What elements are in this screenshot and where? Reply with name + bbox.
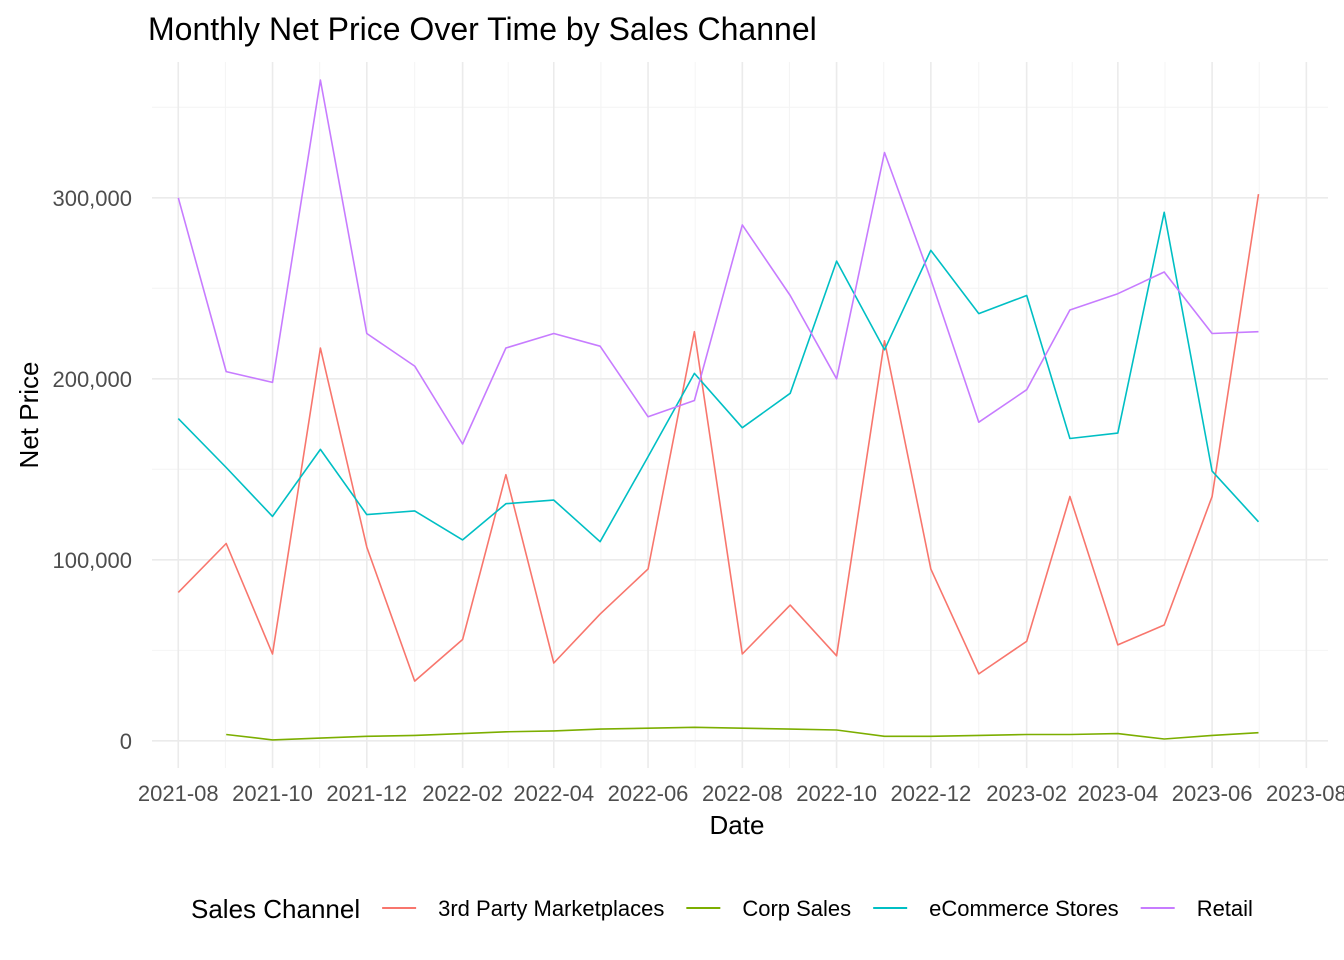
legend-label: 3rd Party Marketplaces — [438, 896, 664, 921]
series-line — [177, 193, 1260, 682]
x-tick-label: 2021-10 — [232, 781, 313, 806]
x-tick-label: 2023-02 — [986, 781, 1067, 806]
series-lines — [177, 79, 1260, 741]
x-tick-label: 2021-12 — [326, 781, 407, 806]
x-tick-label: 2022-12 — [890, 781, 971, 806]
x-axis-title: Date — [710, 810, 765, 840]
legend-label: Retail — [1197, 896, 1253, 921]
axis-ticks: 0 100,000 200,000 300,000 2021-08 2021-10 2021… — [52, 186, 1344, 806]
y-axis-title: Net Price — [14, 362, 44, 469]
y-tick-label: 0 — [120, 729, 132, 754]
y-tick-label: 100,000 — [52, 548, 132, 573]
x-tick-label: 2023-04 — [1077, 781, 1158, 806]
x-tick-label: 2022-08 — [702, 781, 783, 806]
legend-item: Corp Sales — [686, 896, 851, 921]
legend-item: 3rd Party Marketplaces — [382, 896, 664, 921]
y-tick-label: 300,000 — [52, 186, 132, 211]
legend-item: eCommerce Stores — [873, 896, 1119, 921]
y-tick-label: 200,000 — [52, 367, 132, 392]
series-line — [177, 79, 1259, 445]
series-line — [226, 726, 1259, 741]
chart-title: Monthly Net Price Over Time by Sales Cha… — [148, 11, 817, 47]
x-tick-label: 2022-10 — [796, 781, 877, 806]
x-tick-label: 2021-08 — [138, 781, 219, 806]
x-tick-label: 2023-06 — [1172, 781, 1253, 806]
legend-title: Sales Channel — [191, 894, 360, 924]
legend-item: Retail — [1140, 896, 1253, 921]
series-line — [177, 211, 1260, 543]
gridlines — [152, 62, 1328, 768]
legend-label: eCommerce Stores — [929, 896, 1119, 921]
x-tick-label: 2022-02 — [422, 781, 503, 806]
legend-label: Corp Sales — [742, 896, 851, 921]
x-tick-label: 2022-04 — [513, 781, 594, 806]
x-tick-label: 2022-06 — [608, 781, 689, 806]
x-tick-label: 2023-08 — [1266, 781, 1344, 806]
legend: Sales Channel 3rd Party Marketplaces Corp… — [191, 894, 1253, 924]
